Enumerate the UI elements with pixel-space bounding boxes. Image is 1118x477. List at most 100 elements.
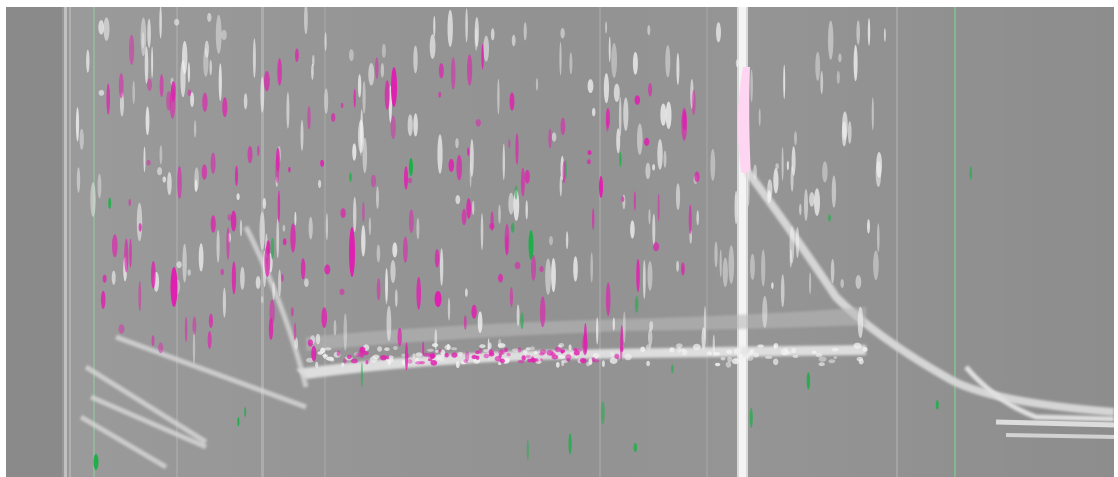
white-peak [159,7,162,39]
white-peak [603,73,610,104]
magenta-peak [311,345,317,362]
magenta-peak [456,154,463,181]
white-peak [330,358,335,362]
green-peak [806,372,811,390]
magenta-peak [505,235,509,255]
magenta-peak [434,249,440,268]
white-peak [75,107,80,142]
white-peak [376,186,379,209]
white-peak [286,92,290,129]
white-peak [647,261,653,291]
white-peak [368,217,372,236]
white-peak [681,349,688,356]
white-peak [703,306,707,340]
white-peak [132,80,135,105]
magenta-peak [362,351,369,356]
green-peak [633,442,637,453]
white-peak [883,28,886,42]
magenta-peak [539,265,544,273]
white-peak [318,179,322,189]
white-peak [719,249,722,278]
white-peak [833,356,837,360]
white-peak [676,343,683,349]
magenta-peak [230,210,237,232]
white-peak [727,356,733,363]
white-peak [569,52,573,75]
white-peak [836,70,840,84]
white-peak [447,9,453,47]
white-peak [392,242,398,258]
magenta-peak [276,147,280,172]
white-peak [660,103,667,126]
magenta-peak [353,88,356,108]
magenta-peak [201,164,208,180]
white-peak [362,81,366,114]
white-peak [750,69,753,103]
white-peak [762,296,768,328]
white-peak [306,357,314,363]
white-peak [592,352,600,359]
white-peak [753,352,759,358]
magenta-peak [509,92,515,111]
magenta-peak [192,316,197,335]
white-peak [483,35,490,62]
white-peak [722,257,728,288]
white-peak [611,43,617,78]
white-peak [498,361,502,366]
magenta-peak [151,260,156,289]
magenta-peak [277,190,281,223]
magenta-peak [429,354,435,360]
white-peak [613,83,620,103]
white-peak [815,51,821,81]
magenta-peak [550,352,556,357]
white-peak [568,344,572,351]
white-peak [222,287,226,318]
white-peak [559,41,562,76]
white-peak [616,128,621,154]
green-peak [600,401,605,425]
magenta-peak [293,322,297,341]
white-peak [618,96,622,137]
white-peak [590,252,593,283]
white-peak [480,213,484,251]
white-peak [747,169,750,207]
white-peak [435,349,439,353]
white-peak [432,343,439,348]
magenta-peak [138,280,142,312]
white-peak [216,229,220,263]
white-peak [262,197,267,210]
white-peak [455,138,459,149]
solvent-column [737,7,1114,477]
white-peak [377,346,383,352]
white-peak [358,119,364,154]
white-peak [856,20,860,45]
white-peak [637,123,643,155]
white-peak [551,258,556,293]
white-peak [207,12,212,22]
white-peak [218,63,222,102]
magenta-peak [247,145,253,164]
magenta-peak [539,358,544,362]
white-peak [497,78,500,115]
white-peak [502,143,505,181]
magenta-peak [467,147,470,156]
magenta-peak [509,287,513,307]
magenta-peak [450,57,456,90]
white-peak [429,34,436,59]
white-peak [828,359,836,364]
white-peak [162,176,167,183]
magenta-peak [380,355,387,361]
white-peak [831,175,837,208]
white-peak [103,17,110,41]
magenta-peak [475,350,480,354]
magenta-peak [463,315,467,330]
white-peak [775,163,779,170]
white-peak [555,361,560,368]
white-peak [439,248,444,286]
white-peak [649,321,654,331]
white-peak [767,190,772,204]
white-peak [676,53,680,85]
white-peak [545,258,551,295]
magenta-peak [605,118,609,132]
white-peak [317,351,324,355]
